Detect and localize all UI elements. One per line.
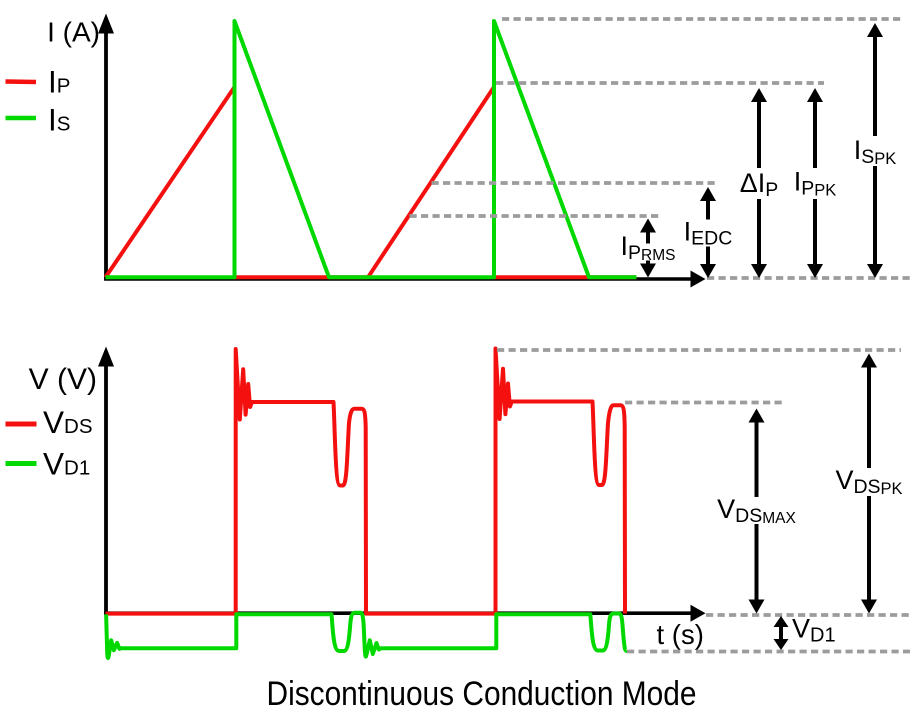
svg-text:I (A): I (A): [47, 17, 100, 48]
svg-text:V (V): V (V): [29, 363, 97, 396]
svg-text:Discontinuous Conduction Mode: Discontinuous Conduction Mode: [267, 675, 697, 713]
svg-text:t (s): t (s): [657, 619, 704, 650]
